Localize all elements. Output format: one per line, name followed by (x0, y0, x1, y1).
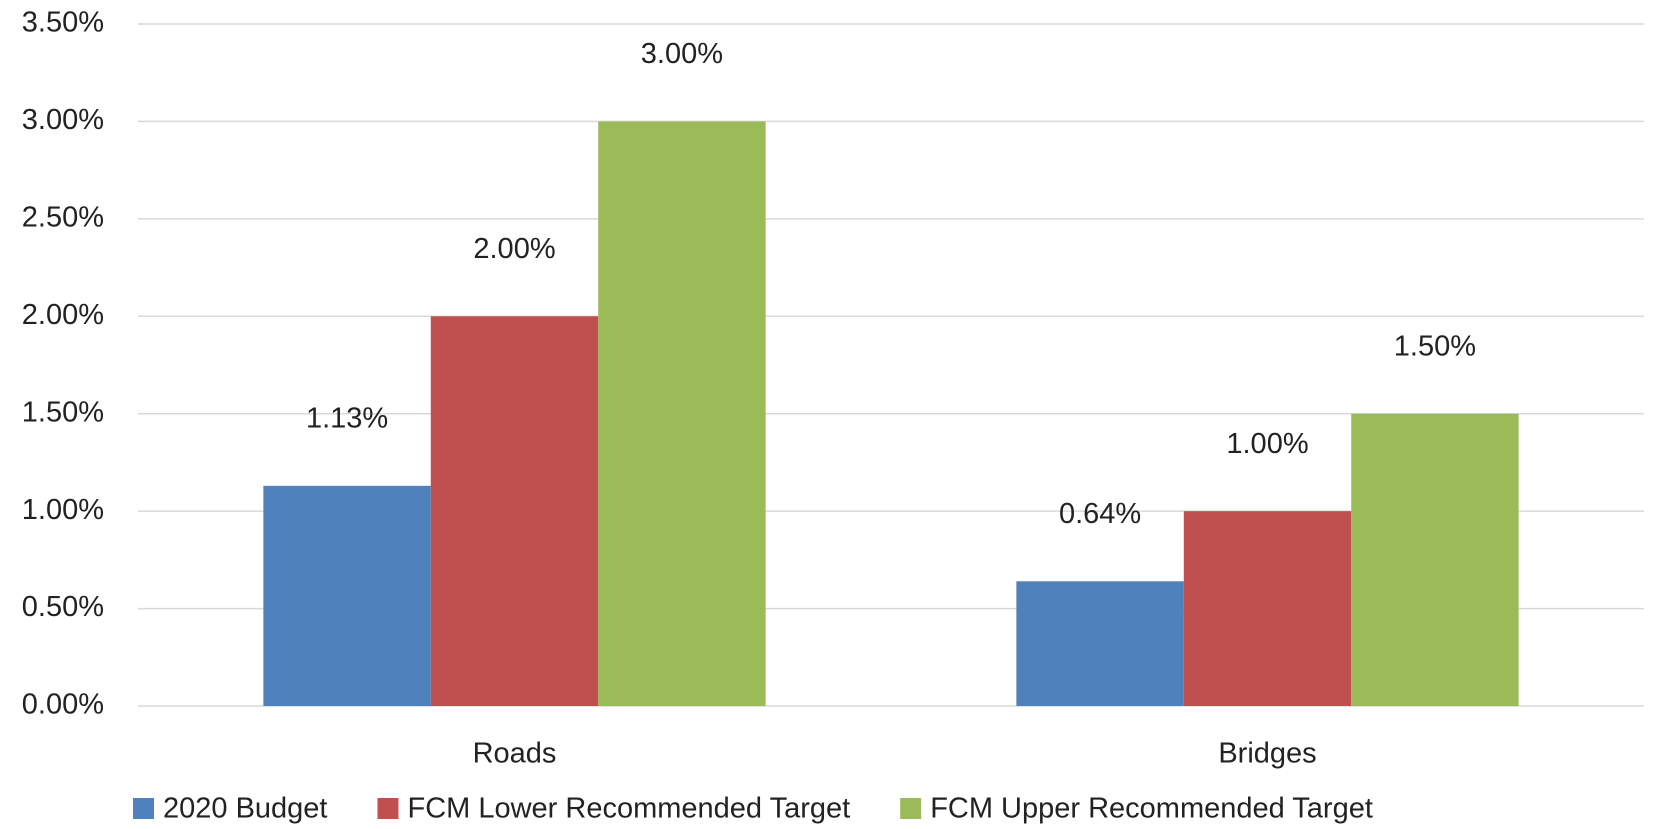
legend-label: FCM Upper Recommended Target (930, 793, 1373, 825)
legend-swatch (133, 798, 154, 819)
data-label: 2.00% (473, 233, 555, 265)
data-label: 0.64% (1059, 498, 1141, 530)
bar (263, 485, 431, 706)
data-label: 1.13% (306, 402, 388, 434)
data-label: 1.00% (1226, 428, 1308, 460)
legend-label: 2020 Budget (163, 793, 327, 825)
y-tick-label: 1.00% (22, 494, 104, 526)
legend-label: FCM Lower Recommended Target (407, 793, 850, 825)
y-tick-label: 0.50% (22, 591, 104, 623)
data-label: 3.00% (641, 38, 723, 70)
bar (1016, 581, 1184, 706)
legend-swatch (900, 798, 922, 819)
y-tick-label: 3.50% (22, 7, 104, 39)
y-tick-label: 0.00% (22, 689, 104, 721)
bar (430, 316, 599, 706)
legend-swatch (377, 798, 399, 819)
bar (1351, 413, 1519, 706)
y-tick-label: 1.50% (22, 396, 104, 428)
bar (598, 121, 766, 706)
y-tick-label: 2.00% (22, 299, 104, 331)
x-tick-label: Roads (473, 738, 557, 770)
x-tick-label: Bridges (1218, 738, 1316, 770)
bar (1183, 511, 1352, 706)
data-label: 1.50% (1394, 330, 1476, 362)
y-tick-label: 3.00% (22, 104, 104, 136)
y-tick-label: 2.50% (22, 202, 104, 234)
